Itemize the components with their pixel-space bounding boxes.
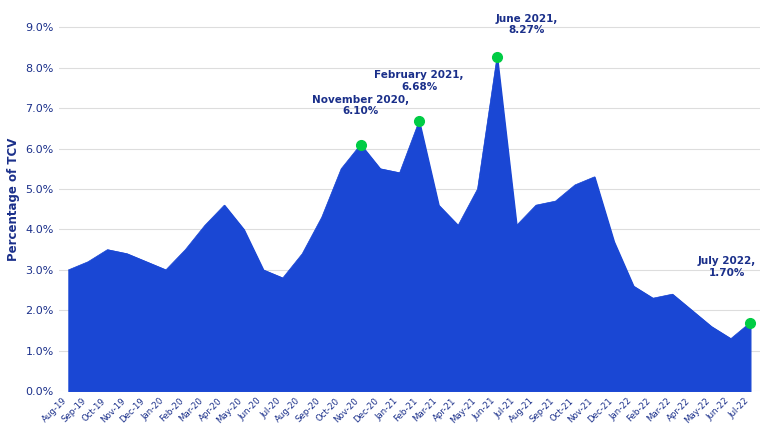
Text: June 2021,
8.27%: June 2021, 8.27% <box>495 14 558 35</box>
Text: November 2020,
6.10%: November 2020, 6.10% <box>312 95 409 116</box>
Text: February 2021,
6.68%: February 2021, 6.68% <box>374 70 464 92</box>
Y-axis label: Percentage of TCV: Percentage of TCV <box>7 137 20 261</box>
Text: July 2022,
1.70%: July 2022, 1.70% <box>698 257 756 278</box>
